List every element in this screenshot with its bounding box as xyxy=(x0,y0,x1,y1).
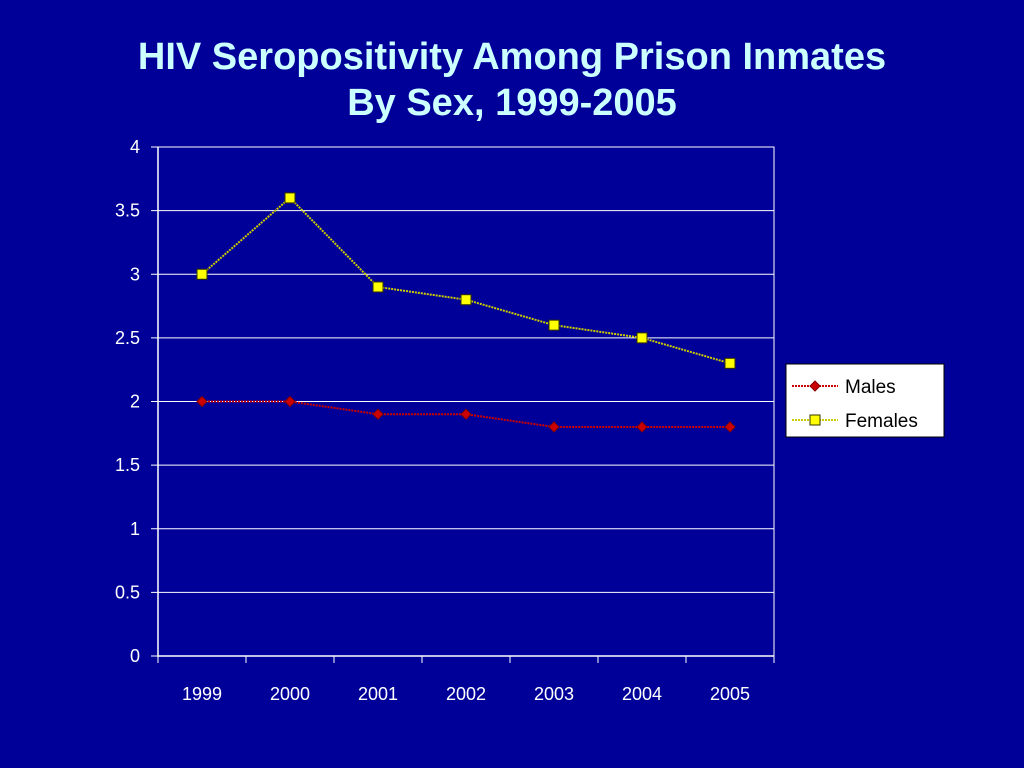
y-tick-label-4: 4 xyxy=(130,137,140,157)
series-layer xyxy=(196,192,736,433)
y-tick-label-3.5: 3.5 xyxy=(115,201,140,221)
point-males-2005 xyxy=(724,421,736,433)
y-tick-label-1: 1 xyxy=(130,519,140,539)
x-tick-label-2001: 2001 xyxy=(358,684,398,704)
x-tick-labels: 1999 2000 2001 2002 2003 2004 2005 xyxy=(182,684,750,704)
point-males-1999 xyxy=(196,395,208,408)
y-tick-label-2: 2 xyxy=(130,392,140,412)
chart-title-line-1: HIV Seropositivity Among Prison Inmates xyxy=(137,36,887,78)
point-females-2001 xyxy=(372,281,384,293)
point-males-2000 xyxy=(284,395,296,408)
x-tick-label-1999: 1999 xyxy=(182,684,222,704)
chart-title-line-2: By Sex, 1999-2005 xyxy=(347,82,677,124)
legend-marker-females xyxy=(809,414,821,426)
point-males-2003 xyxy=(548,421,560,433)
x-tick-label-2000: 2000 xyxy=(270,684,310,704)
legend-label-males: Males xyxy=(845,377,896,398)
y-tick-label-3: 3 xyxy=(130,264,140,284)
x-tick-label-2002: 2002 xyxy=(446,684,486,704)
y-tick-label-0.5: 0.5 xyxy=(115,582,140,602)
point-males-2001 xyxy=(372,408,384,420)
legend-label-females: Females xyxy=(845,411,918,432)
point-females-2002 xyxy=(460,294,472,306)
point-females-2005 xyxy=(724,357,736,369)
y-tick-label-1.5: 1.5 xyxy=(115,455,140,475)
point-females-2004 xyxy=(636,332,648,344)
legend: Males Females xyxy=(785,363,945,438)
x-tick-label-2004: 2004 xyxy=(622,684,662,704)
x-tick-label-2005: 2005 xyxy=(710,684,750,704)
point-males-2002 xyxy=(460,408,472,420)
y-tick-labels: 0 0.5 1 1.5 2 2.5 3 3.5 4 xyxy=(115,137,140,666)
point-females-2003 xyxy=(548,319,560,331)
axes xyxy=(151,146,775,663)
legend-marker-males xyxy=(809,380,821,392)
chart-title: HIV Seropositivity Among Prison Inmates … xyxy=(0,34,1024,126)
point-females-1999 xyxy=(196,268,208,280)
point-males-2004 xyxy=(636,421,648,433)
y-tick-label-2.5: 2.5 xyxy=(115,328,140,348)
point-females-2000 xyxy=(284,192,296,204)
x-tick-label-2003: 2003 xyxy=(534,684,574,704)
y-tick-label-0: 0 xyxy=(130,646,140,666)
